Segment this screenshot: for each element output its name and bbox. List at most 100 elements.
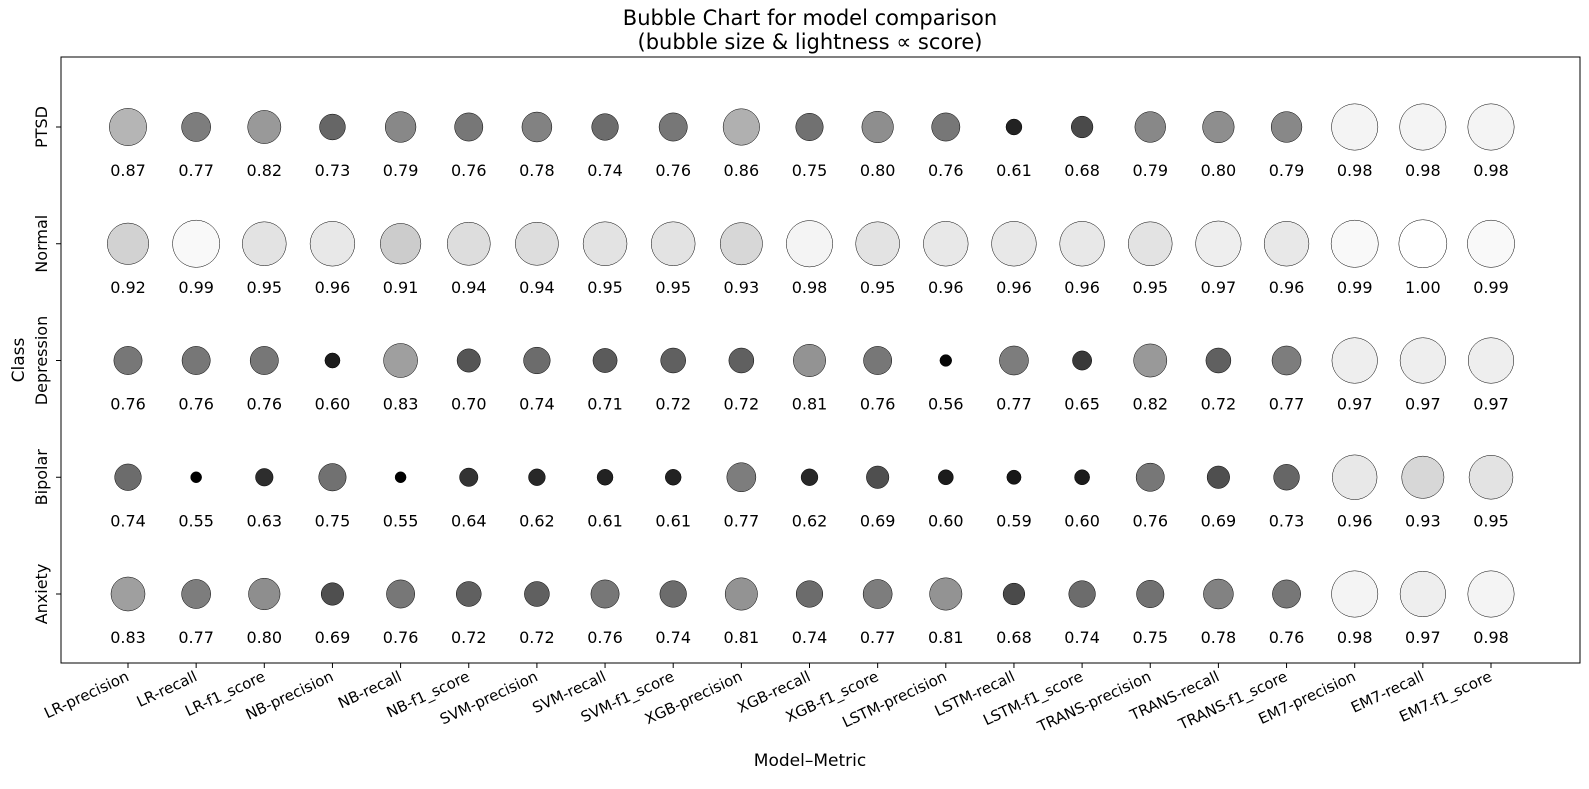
value-label: 0.76 [587, 628, 623, 647]
value-label: 0.76 [928, 161, 964, 180]
bubble-anxiety-nb-precision [320, 582, 344, 606]
value-label: 0.72 [519, 628, 555, 647]
value-label: 0.61 [996, 161, 1032, 180]
bubble-ptsd-svm-precision [521, 111, 553, 143]
bubble-depression-xgb-f1-score [863, 346, 893, 375]
value-label: 1.00 [1405, 278, 1441, 297]
value-label: 0.60 [315, 395, 351, 414]
bubble-ptsd-nb-precision [319, 113, 346, 141]
value-label: 0.76 [383, 628, 419, 647]
value-label: 0.75 [1132, 628, 1168, 647]
value-label: 0.98 [792, 278, 828, 297]
bubble-anxiety-trans-f1-score [1272, 579, 1301, 609]
bubble-normal-svm-precision [515, 221, 559, 266]
bubble-bipolar-nb-f1-score [459, 467, 479, 487]
bubble-anxiety-lr-f1-score [248, 577, 281, 611]
bubble-ptsd-lr-recall [181, 112, 211, 142]
bubble-anxiety-em7-recall [1399, 570, 1446, 618]
value-label: 0.95 [655, 278, 691, 297]
bubble-ptsd-em7-recall [1399, 103, 1447, 151]
value-label: 0.98 [1473, 161, 1509, 180]
y-axis: PTSD Normal Depression Bipolar Anxiety [32, 106, 61, 624]
y-tick-label: PTSD [32, 106, 51, 148]
bubble-depression-em7-f1-score [1467, 337, 1515, 384]
y-tick-label: Anxiety [32, 564, 51, 625]
value-label: 0.69 [315, 628, 351, 647]
value-label: 0.81 [724, 628, 760, 647]
value-label: 0.61 [655, 511, 691, 530]
bubble-depression-trans-recall [1205, 347, 1232, 374]
bubble-normal-svm-f1-score [651, 221, 696, 266]
value-label: 0.65 [1064, 395, 1100, 414]
value-label: 0.55 [383, 511, 419, 530]
bubble-anxiety-svm-recall [590, 579, 620, 609]
value-label: 0.92 [110, 278, 146, 297]
bubble-normal-lr-recall [172, 219, 220, 268]
value-label: 0.96 [928, 278, 964, 297]
bubble-bipolar-xgb-recall [800, 468, 819, 486]
bubble-depression-svm-f1-score [660, 347, 686, 374]
value-label: 0.82 [1132, 395, 1168, 414]
value-label: 0.78 [519, 161, 555, 180]
value-label: 0.69 [1201, 511, 1237, 530]
bubble-ptsd-lr-precision [109, 108, 147, 146]
y-tick-label: Normal [32, 215, 51, 273]
x-tick-label: TRANS-precision [1034, 667, 1154, 736]
bubble-ptsd-em7-f1-score [1467, 103, 1515, 151]
bubble-bipolar-lstm-recall [1006, 469, 1022, 485]
bubble-anxiety-lr-precision [110, 576, 146, 612]
y-tick-label: Bipolar [32, 449, 51, 506]
x-axis-label: Model–Metric [754, 751, 866, 771]
bubble-ptsd-lstm-f1-score [1071, 115, 1094, 139]
value-label: 0.75 [315, 511, 351, 530]
bubble-bipolar-xgb-precision [726, 462, 757, 493]
value-label: 0.71 [587, 395, 623, 414]
value-label: 0.81 [928, 628, 964, 647]
value-label: 0.83 [110, 628, 146, 647]
value-label: 0.74 [519, 395, 555, 414]
value-label: 0.76 [178, 395, 214, 414]
bubble-normal-nb-f1-score [446, 221, 491, 266]
value-label: 0.95 [1132, 278, 1168, 297]
bubble-anxiety-trans-precision [1136, 580, 1165, 608]
value-label: 0.80 [860, 161, 896, 180]
bubble-bipolar-svm-recall [596, 469, 614, 486]
bubble-bipolar-nb-precision [318, 463, 347, 492]
value-label: 0.77 [1269, 395, 1305, 414]
bubble-normal-nb-recall [380, 223, 422, 265]
value-label: 0.74 [110, 511, 146, 530]
y-tick-label: Depression [32, 316, 51, 405]
bubble-normal-nb-precision [309, 221, 356, 267]
value-label: 0.96 [1269, 278, 1305, 297]
bubble-normal-trans-f1-score [1263, 221, 1310, 267]
value-label: 0.56 [928, 395, 964, 414]
value-label: 0.97 [1201, 278, 1237, 297]
chart-title: Bubble Chart for model comparison [623, 6, 997, 30]
value-label: 0.96 [1337, 511, 1373, 530]
value-label: 0.59 [996, 511, 1032, 530]
bubble-bipolar-em7-precision [1332, 454, 1378, 500]
bubble-bipolar-trans-recall [1206, 465, 1230, 489]
value-label-layer: 0.87 0.77 0.82 0.73 0.79 0.76 0.78 0.74 0.76 0.86… [110, 161, 1509, 647]
value-label: 0.95 [1473, 511, 1509, 530]
bubble-ptsd-lr-f1-score [247, 110, 282, 144]
value-label: 0.72 [655, 395, 691, 414]
bubble-ptsd-trans-precision [1134, 111, 1166, 143]
bubble-depression-trans-f1-score [1271, 345, 1302, 376]
value-label: 0.68 [1064, 161, 1100, 180]
bubble-normal-xgb-precision [719, 222, 763, 266]
bubble-depression-xgb-precision [728, 347, 755, 374]
value-label: 0.74 [1064, 628, 1100, 647]
value-label: 0.97 [1473, 395, 1509, 414]
value-label: 0.79 [383, 161, 419, 180]
value-label: 0.99 [178, 278, 214, 297]
value-label: 0.77 [860, 628, 896, 647]
bubble-ptsd-trans-recall [1202, 110, 1235, 144]
value-label: 0.83 [383, 395, 419, 414]
value-label: 0.63 [246, 511, 282, 530]
value-label: 0.72 [1201, 395, 1237, 414]
bubble-bipolar-lr-recall [190, 471, 202, 483]
bubble-normal-lstm-precision [923, 221, 969, 267]
bubble-depression-lstm-recall [999, 345, 1029, 376]
